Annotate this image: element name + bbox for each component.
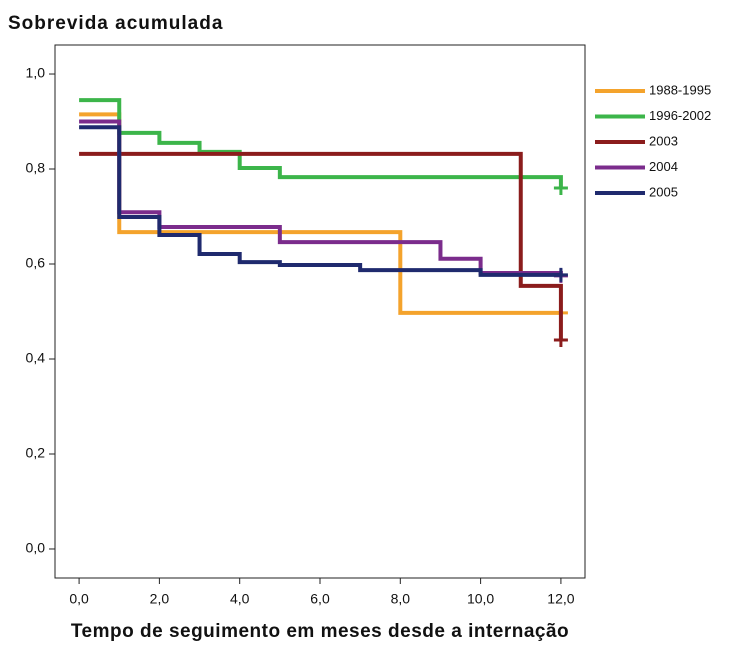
y-tick-label: 0,8 xyxy=(26,160,46,176)
y-tick-label: 0,6 xyxy=(26,255,46,271)
y-tick-label: 1,0 xyxy=(26,65,46,81)
survival-line xyxy=(79,151,563,340)
censor-mark xyxy=(553,181,568,196)
y-tick-label: 0,0 xyxy=(26,540,46,556)
survival-line xyxy=(79,125,561,277)
legend-label: 2003 xyxy=(649,133,678,148)
x-axis-label: Tempo de seguimento em meses desde a int… xyxy=(70,621,570,642)
y-tick-label: 0,4 xyxy=(26,350,46,366)
survival-line xyxy=(79,119,563,276)
censor-mark xyxy=(553,332,568,347)
legend-label: 1988-1995 xyxy=(649,82,711,97)
censor-mark xyxy=(553,267,568,282)
x-tick-label: 4,0 xyxy=(230,591,250,607)
legend-label: 2004 xyxy=(649,159,678,174)
x-tick-label: 8,0 xyxy=(391,591,411,607)
legend-label: 1996-2002 xyxy=(649,108,711,123)
x-tick-label: 0,0 xyxy=(69,591,89,607)
x-tick-label: 2,0 xyxy=(150,591,170,607)
legend-label: 2005 xyxy=(649,184,678,199)
survival-line xyxy=(79,98,563,189)
y-tick-label: 0,2 xyxy=(26,445,46,461)
x-tick-label: 12,0 xyxy=(547,591,574,607)
survival-line xyxy=(79,112,561,315)
x-tick-label: 10,0 xyxy=(467,591,494,607)
x-tick-label: 6,0 xyxy=(310,591,330,607)
chart-title: Sobrevida acumulada xyxy=(8,13,223,34)
